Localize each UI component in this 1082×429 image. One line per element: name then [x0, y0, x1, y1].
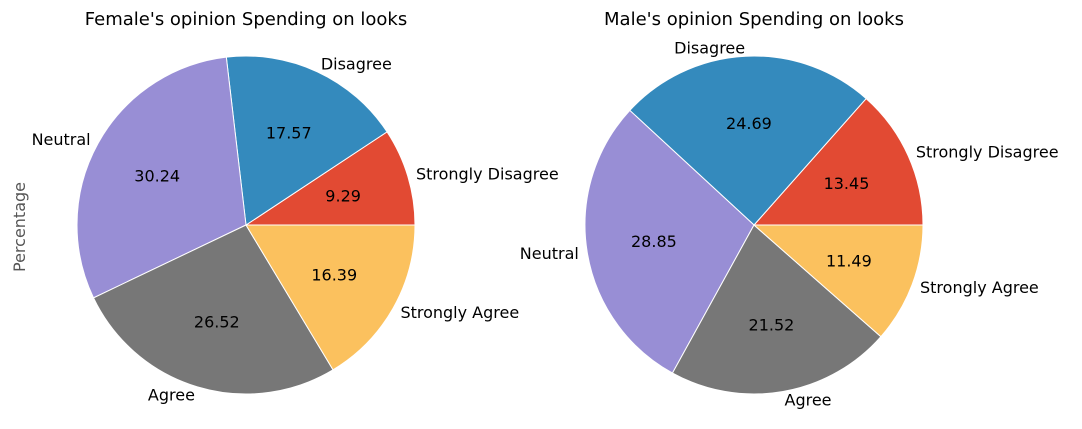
male-category-label-strongly-agree: Strongly Agree — [920, 278, 1039, 297]
male-value-label-neutral: 28.85 — [631, 232, 677, 251]
male-pie-slices: 13.45 Strongly Disagree 24.69 Disagree 28.85… — [520, 38, 1059, 409]
male-slice-agree — [671, 224, 882, 395]
male-value-label-agree: 21.52 — [749, 315, 795, 334]
male-value-label-strongly-agree: 11.49 — [826, 251, 872, 270]
female-value-label-strongly-agree: 16.39 — [311, 265, 357, 284]
male-pie-chart: Male's opinion Spending on looks 13.45 St… — [520, 9, 1059, 409]
male-chart-title: Male's opinion Spending on looks — [604, 9, 904, 30]
female-value-label-disagree: 17.57 — [266, 124, 312, 143]
female-slice-disagree — [225, 55, 388, 226]
female-category-label-strongly-disagree: Strongly Disagree — [416, 164, 559, 183]
female-value-label-neutral: 30.24 — [134, 167, 180, 186]
female-category-label-strongly-agree: Strongly Agree — [400, 303, 519, 322]
female-slice-neutral — [76, 56, 247, 299]
female-value-label-agree: 26.52 — [194, 313, 240, 332]
female-value-label-strongly-disagree: 9.29 — [325, 186, 361, 205]
female-pie-slices: 9.29 Strongly Disagree 17.57 Disagree 30.24 N… — [32, 55, 559, 405]
female-slice-strongly-agree — [245, 224, 416, 371]
male-value-label-disagree: 24.69 — [726, 114, 772, 133]
female-slice-strongly-disagree — [244, 131, 416, 226]
female-pie-chart: Female's opinion Spending on looks Perce… — [10, 9, 559, 404]
male-category-label-strongly-disagree: Strongly Disagree — [916, 143, 1059, 162]
male-category-label-neutral: Neutral — [520, 244, 579, 263]
female-category-label-disagree: Disagree — [321, 55, 392, 74]
male-category-label-disagree: Disagree — [674, 38, 745, 57]
male-category-label-agree: Agree — [785, 390, 832, 409]
male-slice-disagree — [629, 55, 867, 226]
male-slice-strongly-disagree — [752, 97, 924, 226]
female-slice-agree — [92, 224, 334, 395]
male-slice-strongly-agree — [752, 224, 924, 338]
male-slice-neutral — [584, 109, 755, 374]
female-category-label-agree: Agree — [148, 385, 195, 404]
male-value-label-strongly-disagree: 13.45 — [824, 174, 870, 193]
female-y-axis-label: Percentage — [10, 182, 29, 272]
female-category-label-neutral: Neutral — [32, 130, 91, 149]
female-chart-title: Female's opinion Spending on looks — [85, 9, 407, 30]
